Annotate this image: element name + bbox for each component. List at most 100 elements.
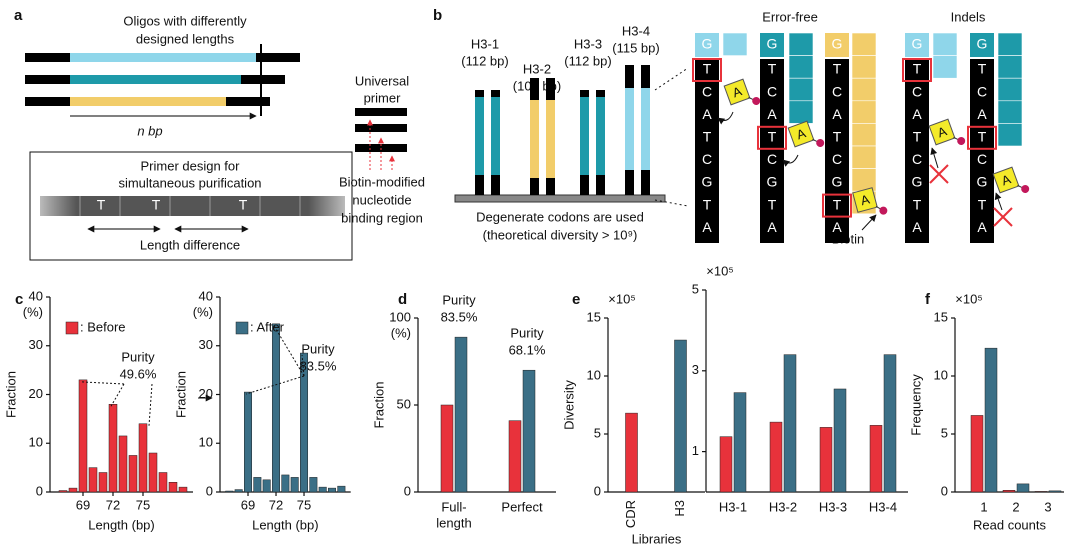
bar	[234, 489, 243, 493]
y-tick-label: 30	[29, 337, 43, 352]
strand-body	[625, 88, 634, 170]
strand-top	[695, 33, 719, 57]
x-tick-label: H3-3	[819, 499, 847, 514]
bar	[1016, 483, 1030, 493]
product-cell	[722, 32, 748, 56]
y-tick-label: 10	[934, 367, 948, 382]
x-axis-label: Read counts	[973, 517, 1046, 532]
base: T	[703, 196, 712, 212]
caption: (theoretical diversity > 10⁹)	[483, 227, 638, 242]
base: A	[912, 219, 922, 235]
strand-end	[596, 90, 605, 97]
bar	[508, 420, 522, 493]
length-difference: Length difference	[140, 237, 240, 252]
strand-top	[905, 33, 929, 57]
panel-label: f	[925, 291, 931, 308]
bar	[118, 435, 128, 493]
y-axis-label: Fraction	[371, 382, 386, 429]
y-axis-label: Frequency	[908, 374, 923, 436]
base: T	[703, 61, 712, 77]
panel-label: a	[14, 7, 23, 24]
base: A	[977, 106, 987, 122]
base: G	[912, 174, 923, 190]
plate	[454, 194, 666, 203]
x-tick-label: 72	[106, 497, 120, 512]
strand-end	[475, 175, 484, 195]
base: G	[977, 174, 988, 190]
annotation-line	[273, 325, 305, 377]
x-tick-label: 69	[76, 497, 90, 512]
base: C	[977, 83, 987, 99]
base: T	[978, 61, 987, 77]
y-tick-label: 10	[587, 367, 601, 382]
annotation-line	[110, 383, 125, 407]
box-title: simultaneous purification	[118, 175, 261, 190]
strand-end	[596, 175, 605, 195]
strand-body	[596, 97, 605, 175]
bar	[674, 339, 687, 493]
y-unit: (%)	[193, 304, 213, 319]
oligos	[25, 44, 300, 120]
zoom-line	[654, 67, 689, 91]
y-tick-label: 10	[29, 435, 43, 450]
bar	[1048, 490, 1062, 493]
annotation: 68.1%	[509, 343, 546, 358]
biotin	[752, 96, 761, 105]
nucleotide-tag: A	[992, 166, 1030, 194]
strand	[905, 59, 929, 243]
x-tick-label: H3-1	[719, 499, 747, 514]
bar	[272, 323, 280, 493]
zoom-line	[654, 199, 689, 207]
bar	[300, 352, 309, 493]
highlight	[822, 193, 852, 218]
annotation-line	[301, 355, 305, 377]
legend-swatch	[235, 321, 249, 335]
title-line: designed lengths	[136, 31, 235, 46]
y-tick-label: 3	[692, 362, 699, 377]
y-axis-label: Diversity	[561, 380, 576, 430]
bar	[1002, 490, 1016, 493]
bar	[819, 427, 833, 493]
biotin	[879, 206, 888, 215]
product-cell	[788, 100, 814, 124]
annotation-line	[80, 381, 125, 385]
y-tick-label: 50	[397, 396, 411, 411]
base: G	[912, 36, 923, 52]
bar	[281, 474, 290, 493]
base: A	[912, 106, 922, 122]
base: G	[702, 174, 713, 190]
primer-box	[29, 151, 353, 261]
library-name: H3-3	[574, 36, 602, 51]
x-tick-label: 75	[297, 497, 311, 512]
bar	[290, 477, 299, 493]
base: A	[977, 219, 987, 235]
base: T	[833, 129, 842, 145]
base: T	[978, 196, 987, 212]
product-cell	[851, 145, 877, 169]
base: G	[977, 36, 988, 52]
y-tick-label: 40	[29, 288, 43, 303]
y-axis-label: Fraction	[173, 371, 188, 418]
y-exponent: ×10⁵	[706, 263, 733, 278]
annotation: 83.5%	[441, 310, 478, 325]
panel-label: b	[433, 7, 442, 24]
y-tick-label: 20	[29, 386, 43, 401]
arrow	[994, 192, 1003, 211]
primer-base: T	[152, 197, 161, 213]
base: A	[702, 106, 712, 122]
strand-body	[475, 97, 484, 175]
strand-end	[625, 65, 634, 88]
bar	[440, 404, 454, 493]
primer-base: T	[97, 197, 106, 213]
error-free-label: Error-free	[762, 9, 818, 24]
base: G	[702, 36, 713, 52]
primer-label: Universal	[355, 73, 409, 88]
strand-end	[530, 178, 539, 195]
tag-box	[787, 120, 815, 148]
bar	[833, 388, 847, 493]
x-axis-label: Length (bp)	[252, 517, 319, 532]
base: T	[913, 196, 922, 212]
bar	[328, 487, 337, 493]
biotin-arrow	[861, 214, 877, 231]
base: G	[832, 174, 843, 190]
